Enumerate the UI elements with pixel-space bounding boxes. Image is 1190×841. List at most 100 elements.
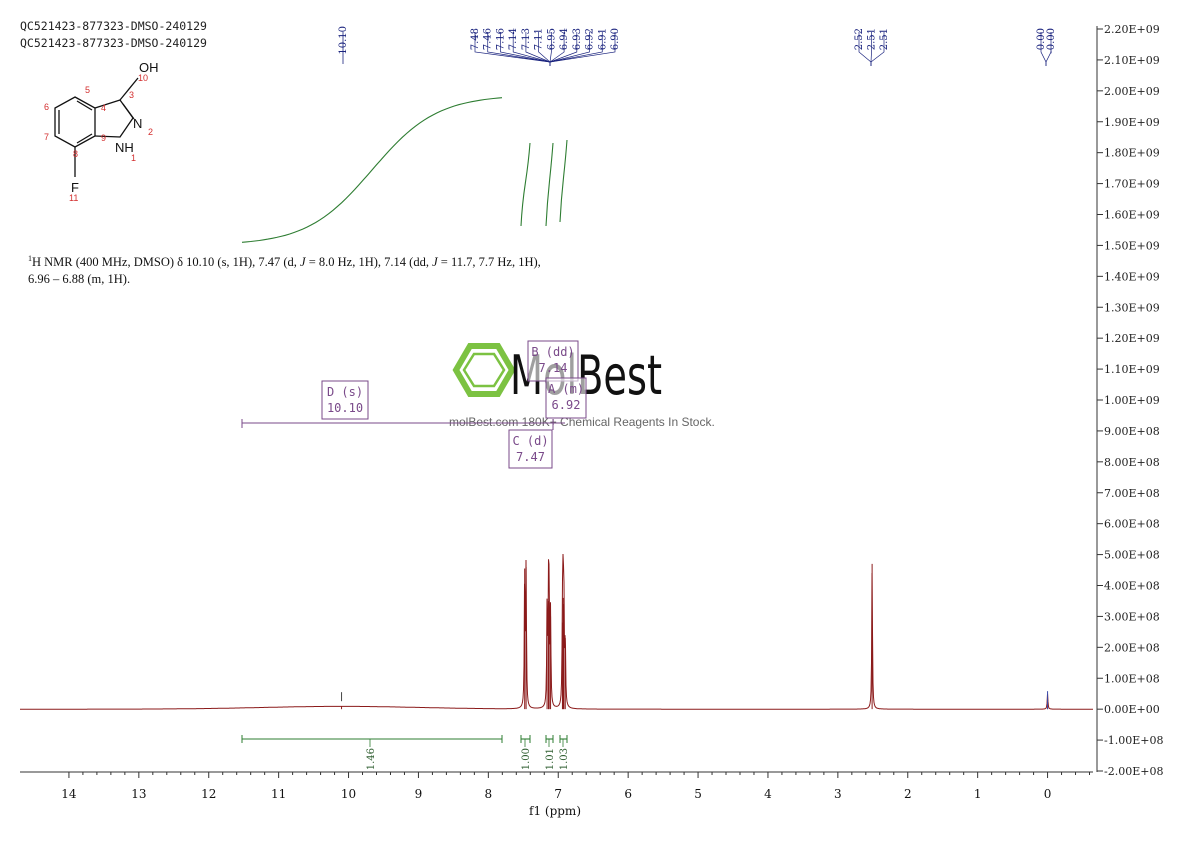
nmr-text-b: = 8.0 Hz, 1H), 7.14 (dd, (305, 255, 433, 270)
f-label: F (71, 180, 79, 195)
atom-number: 2 (148, 127, 153, 137)
n-label: N (133, 116, 142, 131)
molecule-structure (54, 77, 139, 177)
multiplet-box (545, 377, 587, 419)
integral-curve (545, 142, 554, 227)
atom-number: 5 (85, 85, 90, 95)
integral-value: 1.01 (545, 748, 556, 770)
j-symbol: J (300, 255, 306, 270)
multiplet-shift: 7.14 (539, 361, 568, 375)
peak-label: 2.52 (854, 28, 865, 50)
multiplet-box (508, 429, 553, 469)
peak-label: 7.13 (521, 28, 532, 50)
y-tick-label: 2.00E+09 (1104, 85, 1160, 98)
y-tick-label: 1.50E+09 (1104, 239, 1160, 252)
peak-label: -0.00 (1046, 28, 1057, 54)
bond (54, 96, 96, 148)
peak-label: 2.51 (867, 28, 878, 50)
peak-label: 0.00 (1036, 28, 1047, 50)
x-tick-label: 7 (554, 787, 562, 801)
x-tick-label: 4 (764, 787, 772, 801)
bond (76, 100, 93, 111)
x-axis: 14 13 12 11 10 9 8 7 6 5 4 3 2 1 0 (20, 771, 1093, 801)
peak-label: 6.90 (610, 28, 621, 50)
y-tick-label: 8.00E+08 (1104, 456, 1160, 469)
y-tick-label: 2.00E+08 (1104, 641, 1160, 654)
peak-leader (870, 32, 885, 66)
peak-label: 7.48 (470, 28, 481, 50)
peak-label: 6.92 (585, 28, 596, 50)
y-tick-label: 1.00E+08 (1104, 672, 1160, 685)
spectrum-line (20, 553, 1093, 710)
y-tick-label: -2.00E+08 (1104, 765, 1163, 778)
y-tick-label: 1.30E+09 (1104, 301, 1160, 314)
peak-label: 7.16 (495, 28, 506, 50)
y-tick-label: 1.90E+09 (1104, 116, 1160, 129)
x-tick-label: 3 (834, 787, 842, 801)
peak-label: 7.46 (483, 28, 494, 50)
y-tick-label: 1.60E+09 (1104, 209, 1160, 222)
x-tick-label: 8 (485, 787, 493, 801)
y-tick-label: 4.00E+08 (1104, 580, 1160, 593)
x-tick-label: 1 (974, 787, 982, 801)
peak-label: 6.93 (572, 28, 583, 50)
peak-leader (1045, 32, 1052, 66)
y-tick-label: 1.80E+09 (1104, 147, 1160, 160)
y-axis: 2.20E+09 2.10E+09 2.00E+09 1.90E+09 1.80E+09… (1096, 23, 1163, 778)
integral-curves (241, 97, 568, 243)
atom-number: 11 (69, 193, 78, 203)
peak-label: 6.91 (597, 28, 608, 50)
integral-curve (559, 139, 568, 223)
peak-leader (549, 32, 616, 66)
atom-number: 4 (101, 103, 106, 113)
y-tick-label: 1.40E+09 (1104, 270, 1160, 283)
x-tick-label: 0 (1044, 787, 1052, 801)
nh-label: NH (115, 140, 134, 155)
multiplet-shift: 10.10 (327, 401, 363, 415)
y-tick-label: 1.10E+09 (1104, 363, 1160, 376)
x-tick-label: 6 (624, 787, 632, 801)
y-tick-label: 9.00E+08 (1104, 425, 1160, 438)
x-tick-label: 11 (271, 787, 286, 801)
nmr-text-d: 6.96 – 6.88 (m, 1H). (28, 272, 131, 287)
bond (76, 133, 93, 144)
nmr-text-a: H NMR (400 MHz, DMSO) δ 10.10 (s, 1H), 7… (32, 255, 301, 270)
nmr-description: 1H NMR (400 MHz, DMSO) δ 10.10 (s, 1H), … (28, 250, 588, 288)
y-tick-label: -1.00E+08 (1104, 734, 1163, 747)
multiplet-box (321, 380, 369, 420)
nmr-text-c: = 11.7, 7.7 Hz, 1H), (437, 255, 541, 270)
oh-label: OH (139, 60, 159, 75)
y-tick-label: 2.20E+09 (1104, 23, 1160, 36)
x-tick-label: 9 (415, 787, 423, 801)
atom-number: 9 (101, 133, 106, 143)
integral-curve (241, 97, 503, 243)
y-tick-label: 2.10E+09 (1104, 54, 1160, 67)
bond (119, 77, 139, 101)
integral-bars: 1.46 1.00 1.01 1.03 (241, 735, 570, 770)
x-tick-label: 14 (61, 787, 77, 801)
y-tick-label: 1.20E+09 (1104, 332, 1160, 345)
atom-number: 8 (73, 149, 78, 159)
watermark-logo-icon (452, 343, 516, 397)
atom-number: 3 (129, 90, 134, 100)
y-tick-label: 5.00E+08 (1104, 549, 1160, 562)
multiplet-letter: B (dd) (531, 345, 574, 359)
molecule-labels: OH N NH F 1 2 3 4 5 6 7 8 9 10 11 (44, 60, 159, 203)
integral-value: 1.00 (521, 748, 532, 770)
peak-label: 6.94 (559, 28, 570, 50)
y-tick-label: 0.00E+00 (1104, 703, 1160, 716)
peak-label: 2.51 (879, 28, 890, 50)
integral-curve (520, 142, 531, 227)
sample-id-line-1: QC521423-877323-DMSO-240129 (20, 19, 207, 33)
x-axis-label: f1 (ppm) (529, 804, 581, 818)
watermark-tagline: molBest.com 180K+ Chemical Reagents In S… (449, 415, 715, 429)
peak-label: 7.11 (534, 28, 545, 50)
y-tick-label: 1.70E+09 (1104, 178, 1160, 191)
atom-number: 6 (44, 102, 49, 112)
y-tick-label: 7.00E+08 (1104, 487, 1160, 500)
spectrum-trace (20, 553, 1093, 710)
y-tick-label: 6.00E+08 (1104, 518, 1160, 531)
x-tick-label: 12 (201, 787, 216, 801)
